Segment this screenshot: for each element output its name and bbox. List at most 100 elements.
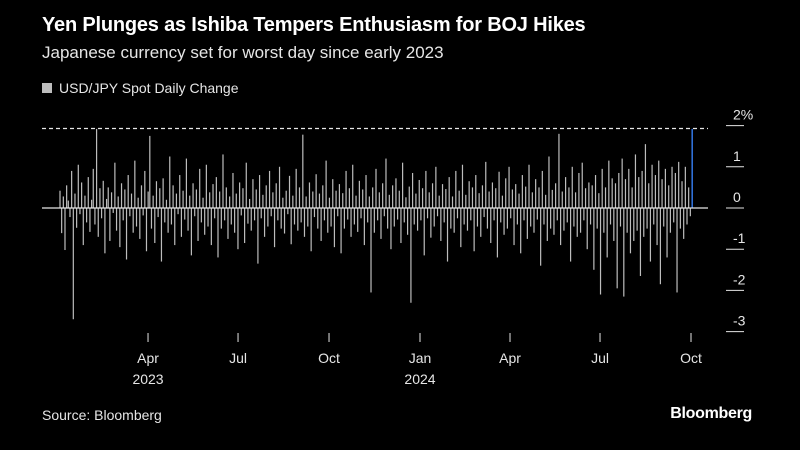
bar [618,172,620,208]
bar [312,191,314,208]
bar [436,208,439,217]
bar [506,208,508,229]
bar [327,208,329,233]
bar [335,190,337,208]
bar [76,208,78,228]
bar [263,208,266,237]
bar [536,208,538,220]
bar [628,168,630,208]
chart-legend: USD/JPY Spot Daily Change [42,80,239,96]
axes-group: 2% 1 0 -1 -2 -3 Apr 2023 Jul Oct Jan 2024 Apr Jul Oct [42,107,753,387]
bar [583,208,585,221]
bar [526,208,528,239]
bar [551,189,553,208]
bar [110,192,113,208]
bar [155,181,158,208]
bar [288,175,291,208]
bar [410,208,412,303]
bar [566,208,568,223]
bar [523,208,525,221]
bar [265,185,267,208]
bar [471,187,474,208]
bar [273,208,276,248]
bar [611,178,613,208]
bar [318,193,321,208]
bar [212,184,214,208]
bar [109,208,111,241]
bar [450,208,452,229]
bar [465,194,467,208]
bar [250,208,252,231]
bar [160,208,163,262]
bar [307,208,309,227]
bar [310,208,312,252]
bar [392,185,394,208]
bar [440,208,442,241]
bar [674,172,676,208]
bar [614,183,617,208]
bar [648,183,650,208]
bar [624,179,627,208]
bar [621,158,623,208]
bar [383,208,385,217]
bar [164,208,166,223]
bar [671,166,673,208]
chart-subtitle: Japanese currency set for worst day sinc… [42,43,444,62]
bar [139,208,141,239]
bar [317,208,319,229]
bar [124,189,126,208]
x-year-label: 2023 [132,371,163,387]
bar [125,208,128,260]
bar [428,192,430,208]
y-tick-label: -3 [733,313,746,329]
bar [395,178,397,208]
bar [257,208,259,264]
legend-label: USD/JPY Spot Daily Change [59,80,239,96]
bar [227,208,229,239]
bar [174,208,176,246]
bar [120,183,123,208]
bar [421,188,424,208]
bar [623,208,625,297]
y-tick-label: 0 [733,189,741,205]
bar [666,208,668,258]
bar [486,208,489,229]
bar [77,164,79,208]
bar [588,182,590,208]
bar [210,208,212,246]
bar [94,208,96,225]
bar [355,195,357,208]
bar [528,164,530,208]
bar [475,175,477,208]
bar [661,179,663,208]
bar [483,208,485,218]
bar [205,164,207,208]
bar [252,179,254,208]
bar [86,208,88,223]
y-tick-label: -1 [733,230,746,246]
bar [513,208,515,246]
bar [285,190,287,208]
bar [476,208,479,227]
bar [132,208,134,233]
bar [82,208,84,246]
bar [328,197,331,208]
bar [556,208,558,221]
bar [508,166,510,208]
bar [102,180,104,208]
bar [378,192,380,208]
bar [165,199,168,208]
bar [616,208,618,289]
bar [678,161,680,208]
bar [61,208,63,234]
bar [224,208,226,221]
bar [229,196,231,208]
bar [686,208,688,225]
bar [651,164,653,208]
bar [362,189,364,208]
bar [244,208,246,244]
bar [433,208,435,227]
bar [388,194,390,208]
bloomberg-logo: Bloomberg [670,405,752,422]
bar [495,188,497,208]
